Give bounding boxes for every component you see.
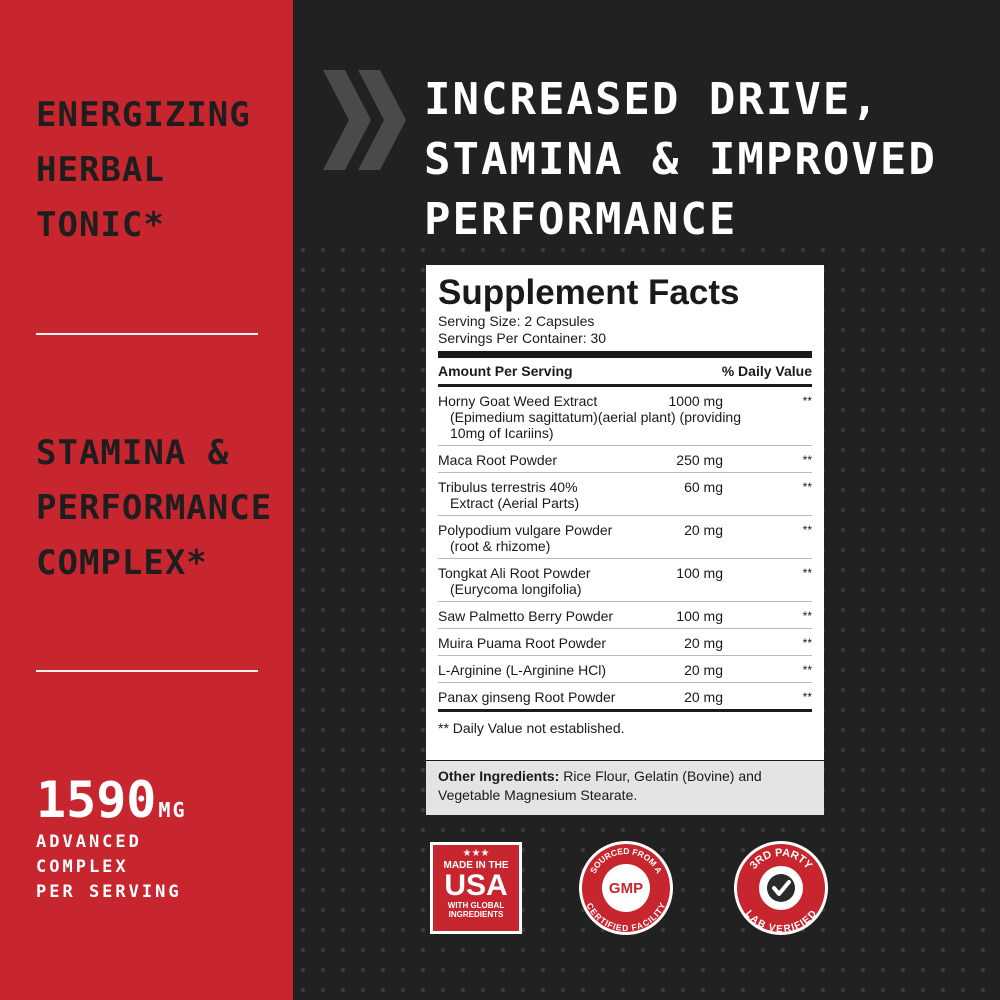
ingredient-amount: 20 mg [684,662,723,678]
ingredient-amount: 20 mg [684,635,723,651]
facts-table-header: Amount Per Serving % Daily Value [438,363,812,379]
other-ingredients: Other Ingredients: Rice Flour, Gelatin (… [426,760,824,815]
headline: INCREASED DRIVE, STAMINA & IMPROVED PERF… [424,74,937,245]
ingredient-name: Horny Goat Weed Extract (Epimedium sagitt… [438,393,742,441]
table-row: Panax ginseng Root Powder 20 mg ** [438,683,812,709]
table-row: Horny Goat Weed Extract (Epimedium sagitt… [438,387,812,446]
daily-value: ** [802,609,812,623]
ingredient-name: Polypodium vulgare Powder (root & rhizome… [438,522,613,554]
table-row: Maca Root Powder 250 mg ** [438,446,812,473]
table-row: Tribulus terrestris 40% Extract (Aerial P… [438,473,812,516]
ingredient-name: Panax ginseng Root Powder [438,689,616,705]
daily-value-footnote: ** Daily Value not established. [438,720,625,736]
made-in-usa-badge: ★★★ MADE IN THE USA WITH GLOBAL INGREDIE… [430,842,522,934]
ingredient-name: Muira Puama Root Powder [438,635,607,651]
daily-value: ** [802,394,812,408]
supplement-facts-panel: Supplement Facts Serving Size: 2 Capsule… [426,265,824,815]
advanced-complex-caption: ADVANCED COMPLEX PER SERVING [36,832,182,902]
ingredient-name: Tribulus terrestris 40% Extract (Aerial P… [438,479,580,511]
ingredient-name: Saw Palmetto Berry Powder [438,608,614,624]
ingredient-amount: 1000 mg [668,393,723,409]
ingredient-amount: 20 mg [684,522,723,538]
table-row: Tongkat Ali Root Powder (Eurycoma longifo… [438,559,812,602]
svg-text:GMP: GMP [609,880,643,897]
table-row: Polypodium vulgare Powder (root & rhizome… [438,516,812,559]
table-row: Saw Palmetto Berry Powder 100 mg ** [438,602,812,629]
daily-value: ** [802,453,812,467]
gmp-certified-badge: SOURCED FROM A CERTIFIED FACILITY GMP [579,841,673,935]
daily-value: ** [802,566,812,580]
table-row: L-Arginine (L-Arginine HCl) 20 mg ** [438,656,812,683]
daily-value: ** [802,690,812,704]
ingredient-amount: 60 mg [684,479,723,495]
milligram-total: 1590 MG [36,771,187,829]
energizing-herbal-tonic-heading: ENERGIZING HERBAL TONIC* [36,95,251,245]
lab-verified-badge: 3RD PARTY LAB VERIFIED [734,841,828,935]
ingredient-name: Maca Root Powder [438,452,558,468]
daily-value: ** [802,523,812,537]
divider-bottom [36,670,258,672]
ingredient-amount: 100 mg [676,608,723,624]
serving-size: Serving Size: 2 Capsules [438,313,595,329]
ingredient-amount: 100 mg [676,565,723,581]
checkmark-icon [767,874,795,902]
facts-title: Supplement Facts [438,273,740,312]
stamina-performance-heading: STAMINA & PERFORMANCE COMPLEX* [36,433,273,583]
footnote-rule [438,709,812,712]
ingredient-amount: 250 mg [676,452,723,468]
daily-value: ** [802,636,812,650]
divider-top [36,333,258,335]
daily-value: ** [802,663,812,677]
header-rule [438,384,812,387]
table-row: Muira Puama Root Powder 20 mg ** [438,629,812,656]
ingredient-name: L-Arginine (L-Arginine HCl) [438,662,607,678]
left-panel: ENERGIZING HERBAL TONIC* STAMINA & PERFO… [0,0,293,1000]
daily-value: ** [802,480,812,494]
thick-rule [438,351,812,358]
facts-rows: Horny Goat Weed Extract (Epimedium sagitt… [438,387,812,709]
servings-per-container: Servings Per Container: 30 [438,330,607,346]
ingredient-amount: 20 mg [684,689,723,705]
ingredient-name: Tongkat Ali Root Powder (Eurycoma longifo… [438,565,591,597]
double-chevron-icon [323,70,406,170]
